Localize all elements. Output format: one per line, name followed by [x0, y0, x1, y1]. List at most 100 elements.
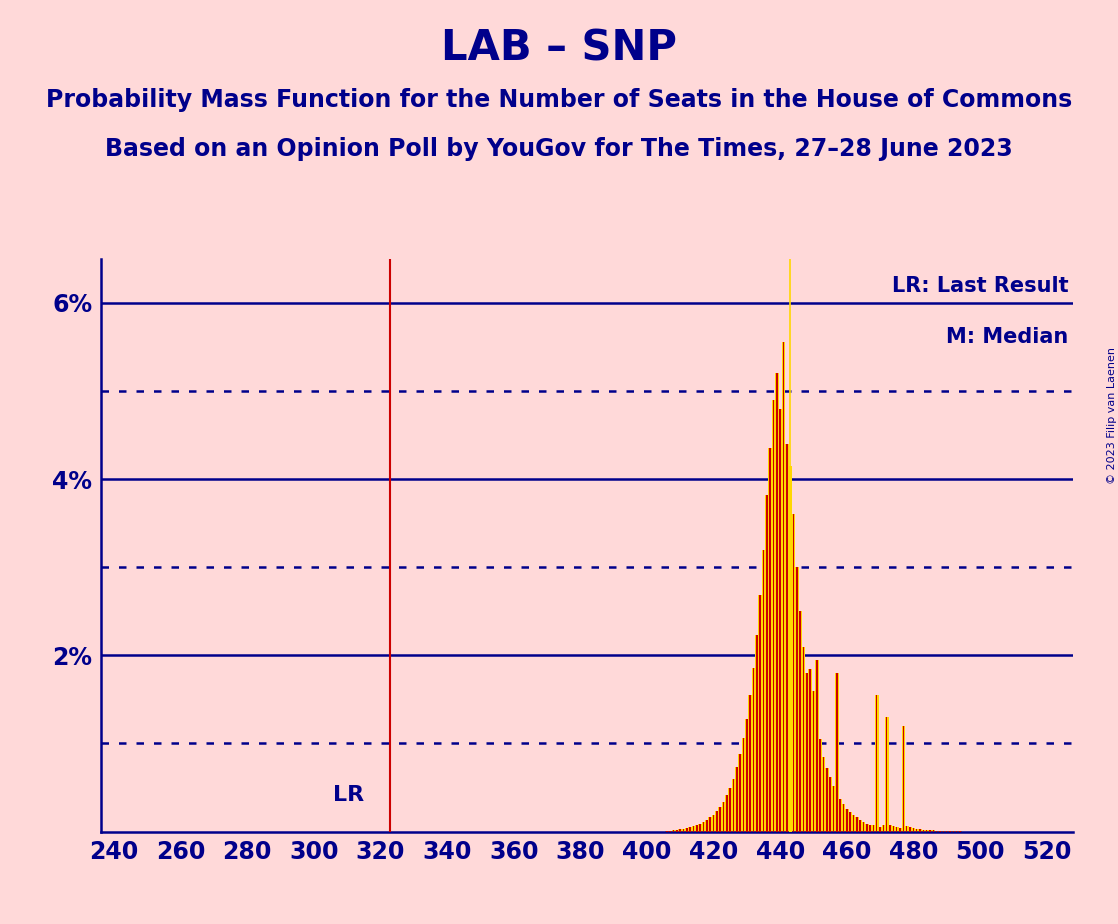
Bar — [766, 495, 768, 832]
Bar — [808, 669, 812, 832]
Bar — [788, 466, 792, 832]
Bar — [792, 515, 795, 832]
Bar — [731, 779, 736, 832]
Bar — [823, 757, 824, 832]
Bar — [877, 695, 878, 832]
Bar — [828, 777, 832, 832]
Bar — [816, 660, 817, 832]
Bar — [822, 757, 825, 832]
Text: LR: Last Result: LR: Last Result — [892, 276, 1069, 296]
Bar — [778, 408, 781, 832]
Text: LR: LR — [333, 785, 363, 805]
Bar — [925, 830, 929, 832]
Bar — [889, 825, 891, 832]
Bar — [738, 754, 742, 832]
Bar — [729, 787, 731, 832]
Bar — [716, 811, 719, 832]
Bar — [728, 787, 732, 832]
Bar — [805, 673, 808, 832]
Bar — [922, 830, 925, 832]
Bar — [845, 808, 849, 832]
Bar — [702, 822, 705, 832]
Bar — [755, 635, 759, 832]
Bar — [699, 823, 702, 832]
Bar — [885, 717, 889, 832]
Bar — [901, 726, 906, 832]
Bar — [825, 768, 828, 832]
Bar — [686, 828, 688, 832]
Bar — [852, 815, 855, 832]
Bar — [779, 408, 780, 832]
Bar — [693, 826, 694, 832]
Bar — [896, 827, 898, 832]
Bar — [855, 818, 859, 832]
Bar — [830, 777, 831, 832]
Bar — [818, 739, 822, 832]
Bar — [912, 828, 915, 832]
Bar — [795, 567, 798, 832]
Bar — [865, 823, 869, 832]
Text: © 2023 Filip van Laenen: © 2023 Filip van Laenen — [1108, 347, 1117, 484]
Bar — [768, 448, 773, 832]
Bar — [724, 796, 729, 832]
Bar — [832, 785, 835, 832]
Bar — [812, 690, 815, 832]
Bar — [735, 767, 739, 832]
Bar — [888, 825, 892, 832]
Bar — [875, 695, 879, 832]
Bar — [720, 807, 721, 832]
Bar — [685, 828, 689, 832]
Bar — [915, 829, 919, 832]
Bar — [842, 804, 845, 832]
Bar — [921, 830, 926, 832]
Bar — [873, 825, 874, 832]
Bar — [722, 802, 724, 832]
Bar — [840, 799, 841, 832]
Bar — [870, 824, 871, 832]
Bar — [756, 635, 758, 832]
Bar — [899, 828, 901, 832]
Bar — [836, 673, 837, 832]
Bar — [859, 821, 862, 832]
Bar — [819, 739, 821, 832]
Bar — [705, 821, 709, 832]
Bar — [758, 595, 762, 832]
Bar — [761, 550, 766, 832]
Bar — [866, 823, 868, 832]
Bar — [673, 830, 674, 832]
Bar — [752, 668, 755, 832]
Bar — [697, 825, 698, 832]
Bar — [849, 812, 852, 832]
Bar — [919, 829, 921, 832]
Bar — [835, 673, 838, 832]
Bar — [713, 815, 714, 832]
Bar — [902, 726, 904, 832]
Bar — [813, 690, 814, 832]
Bar — [806, 673, 807, 832]
Bar — [679, 829, 682, 832]
Bar — [746, 719, 748, 832]
Bar — [762, 550, 765, 832]
Bar — [799, 612, 800, 832]
Bar — [759, 595, 761, 832]
Bar — [898, 828, 902, 832]
Bar — [883, 824, 884, 832]
Bar — [722, 802, 726, 832]
Bar — [906, 826, 908, 832]
Bar — [872, 825, 875, 832]
Bar — [882, 824, 885, 832]
Bar — [846, 808, 847, 832]
Bar — [904, 826, 909, 832]
Bar — [771, 400, 775, 832]
Bar — [879, 827, 882, 832]
Bar — [894, 827, 899, 832]
Bar — [726, 796, 728, 832]
Bar — [798, 612, 802, 832]
Bar — [717, 811, 718, 832]
Bar — [769, 448, 771, 832]
Bar — [909, 827, 911, 832]
Bar — [692, 826, 695, 832]
Bar — [781, 343, 785, 832]
Bar — [676, 830, 678, 832]
Bar — [732, 779, 735, 832]
